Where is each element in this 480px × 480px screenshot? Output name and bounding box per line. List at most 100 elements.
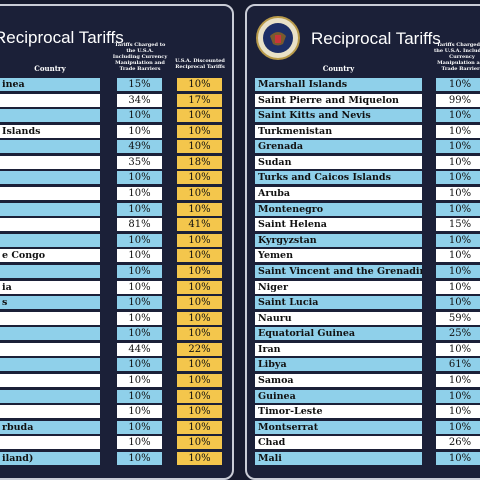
left-title: Reciprocal Tariffs: [0, 28, 124, 47]
country-cell: [0, 187, 100, 201]
country-cell: Timor-Leste: [255, 405, 422, 419]
charged-cell: 10%: [436, 202, 480, 216]
discounted-cell: 10%: [177, 264, 222, 278]
charged-cell: 10%: [117, 327, 162, 341]
charged-cell: 15%: [117, 78, 162, 91]
right-title: Reciprocal Tariffs: [311, 29, 441, 48]
charged-cell: 10%: [117, 280, 162, 294]
country-cell: Turkmenistan: [255, 124, 422, 138]
charged-cell: 10%: [436, 155, 480, 169]
country-cell: Marshall Islands: [255, 78, 422, 91]
country-cell: s: [0, 296, 100, 310]
charged-cell: 10%: [117, 420, 162, 434]
charged-cell: 10%: [436, 264, 480, 278]
country-cell: Turks and Caicos Islands: [255, 171, 422, 185]
country-cell: [0, 358, 100, 372]
country-cell: Saint Vincent and the Grenadines: [255, 264, 422, 278]
charged-cell: 10%: [436, 187, 480, 201]
country-cell: [0, 374, 100, 388]
discounted-cell: 10%: [177, 78, 222, 91]
discounted-cell: 10%: [177, 405, 222, 419]
country-cell: [0, 93, 100, 107]
country-cell: Aruba: [255, 187, 422, 201]
charged-cell: 10%: [436, 374, 480, 388]
country-cell: Islands: [0, 124, 100, 138]
charged-cell: 10%: [117, 451, 162, 465]
charged-cell: 10%: [436, 420, 480, 434]
charged-cell: 59%: [436, 311, 480, 325]
discounted-cell: 10%: [177, 311, 222, 325]
charged-cell: 10%: [436, 78, 480, 91]
charged-cell: 10%: [436, 280, 480, 294]
charged-cell: 10%: [436, 140, 480, 154]
country-cell: Kyrgyzstan: [255, 233, 422, 247]
country-cell: ia: [0, 280, 100, 294]
country-cell: Iran: [255, 342, 422, 356]
discounted-cell: 10%: [177, 436, 222, 450]
discounted-cell: 10%: [177, 374, 222, 388]
country-cell: iland): [0, 451, 100, 465]
charged-cell: 10%: [436, 451, 480, 465]
country-cell: Mali: [255, 451, 422, 465]
discounted-cell: 10%: [177, 233, 222, 247]
charged-cell: 10%: [436, 171, 480, 185]
country-cell: Equatorial Guinea: [255, 327, 422, 341]
charged-cell: 10%: [117, 109, 162, 123]
charged-cell: 44%: [117, 342, 162, 356]
country-cell: Saint Pierre and Miquelon: [255, 93, 422, 107]
charged-cell: 99%: [436, 93, 480, 107]
discounted-cell: 18%: [177, 155, 222, 169]
right-charged-header: Tariffs Charged to the U.S.A. Including …: [433, 42, 480, 72]
charged-cell: 49%: [117, 140, 162, 154]
country-cell: [0, 171, 100, 185]
discounted-cell: 10%: [177, 420, 222, 434]
charged-cell: 10%: [117, 264, 162, 278]
discounted-cell: 17%: [177, 93, 222, 107]
country-cell: Saint Helena: [255, 218, 422, 232]
charged-cell: 10%: [436, 296, 480, 310]
discounted-cell: 10%: [177, 140, 222, 154]
charged-cell: 10%: [117, 187, 162, 201]
country-cell: [0, 109, 100, 123]
country-cell: [0, 405, 100, 419]
discounted-cell: 10%: [177, 109, 222, 123]
charged-cell: 25%: [436, 327, 480, 341]
country-cell: [0, 389, 100, 403]
charged-cell: 10%: [117, 436, 162, 450]
charged-cell: 10%: [117, 249, 162, 263]
country-cell: Yemen: [255, 249, 422, 263]
charged-cell: 10%: [436, 342, 480, 356]
country-cell: inea: [0, 78, 100, 91]
discounted-cell: 10%: [177, 358, 222, 372]
country-cell: [0, 233, 100, 247]
discounted-cell: 10%: [177, 389, 222, 403]
charged-cell: 10%: [117, 374, 162, 388]
charged-cell: 10%: [117, 358, 162, 372]
charged-cell: 10%: [117, 389, 162, 403]
country-cell: Nauru: [255, 311, 422, 325]
charged-cell: 10%: [117, 405, 162, 419]
country-cell: Libya: [255, 358, 422, 372]
charged-cell: 26%: [436, 436, 480, 450]
country-cell: Saint Kitts and Nevis: [255, 109, 422, 123]
discounted-cell: 41%: [177, 218, 222, 232]
right-country-header: Country: [322, 64, 355, 73]
charged-cell: 10%: [117, 124, 162, 138]
left-charged-header: Tariffs Charged to the U.S.A. Including …: [112, 42, 168, 72]
charged-cell: 10%: [436, 109, 480, 123]
country-cell: Saint Lucia: [255, 296, 422, 310]
country-cell: Samoa: [255, 374, 422, 388]
left-discounted-header: U.S.A. Discounted Reciprocal Tariffs: [175, 58, 225, 70]
country-cell: Sudan: [255, 155, 422, 169]
country-cell: [0, 436, 100, 450]
charged-cell: 10%: [436, 249, 480, 263]
discounted-cell: 10%: [177, 202, 222, 216]
left-country-header: Country: [34, 64, 66, 73]
charged-cell: 10%: [436, 389, 480, 403]
charged-cell: 10%: [117, 311, 162, 325]
country-cell: [0, 218, 100, 232]
country-cell: rbuda: [0, 420, 100, 434]
charged-cell: 10%: [117, 296, 162, 310]
charged-cell: 10%: [117, 233, 162, 247]
